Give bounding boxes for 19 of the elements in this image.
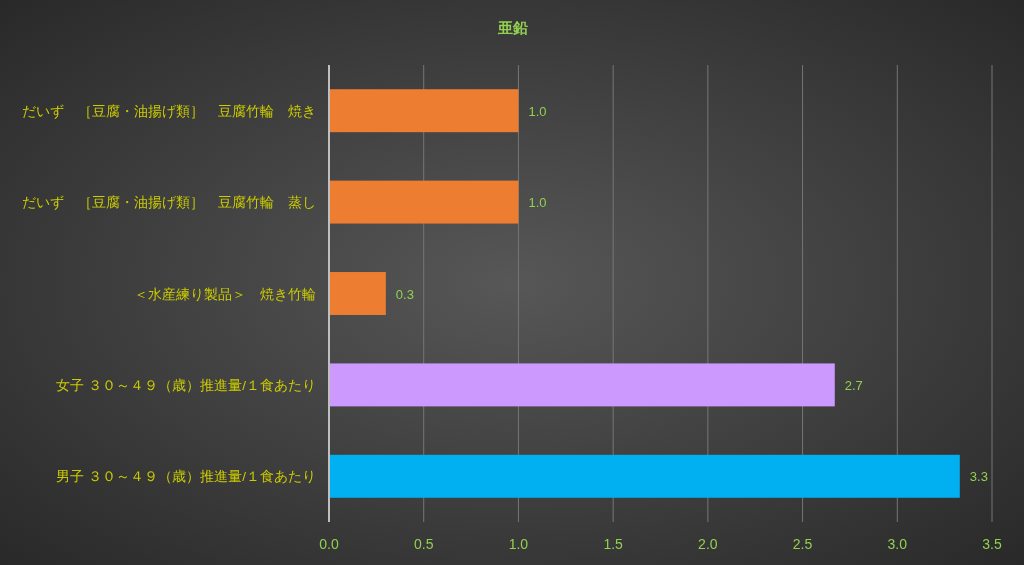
data-label: 3.3 (969, 469, 988, 485)
y-tick-label: だいず ［豆腐・油揚げ類］ 豆腐竹輪 焼き (22, 103, 316, 119)
x-tick-label: 3.5 (982, 536, 1002, 552)
x-tick-label: 2.5 (792, 536, 813, 552)
data-label: 1.0 (528, 103, 547, 119)
y-tick-label: ＜水産練り製品＞ 焼き竹輪 (134, 286, 316, 302)
data-label: 1.0 (528, 195, 547, 211)
x-tick-label: 1.0 (508, 536, 529, 552)
x-tick-label: 2.0 (698, 536, 718, 552)
y-tick-label: 女子 ３０～４９（歳）推進量/１食あたり (56, 377, 316, 393)
title: 亜鉛 (498, 19, 528, 36)
data-label: 2.7 (844, 377, 863, 393)
x-tick-label: 0.5 (413, 536, 434, 552)
data-label: 0.3 (395, 286, 414, 302)
y-tick-label: だいず ［豆腐・油揚げ類］ 豆腐竹輪 蒸し (22, 195, 316, 211)
x-tick-label: 3.0 (887, 536, 908, 552)
x-tick-label: 1.5 (603, 536, 624, 552)
x-tick-label: 0.0 (319, 536, 339, 552)
y-tick-label: 男子 ３０～４９（歳）推進量/１食あたり (56, 469, 316, 485)
